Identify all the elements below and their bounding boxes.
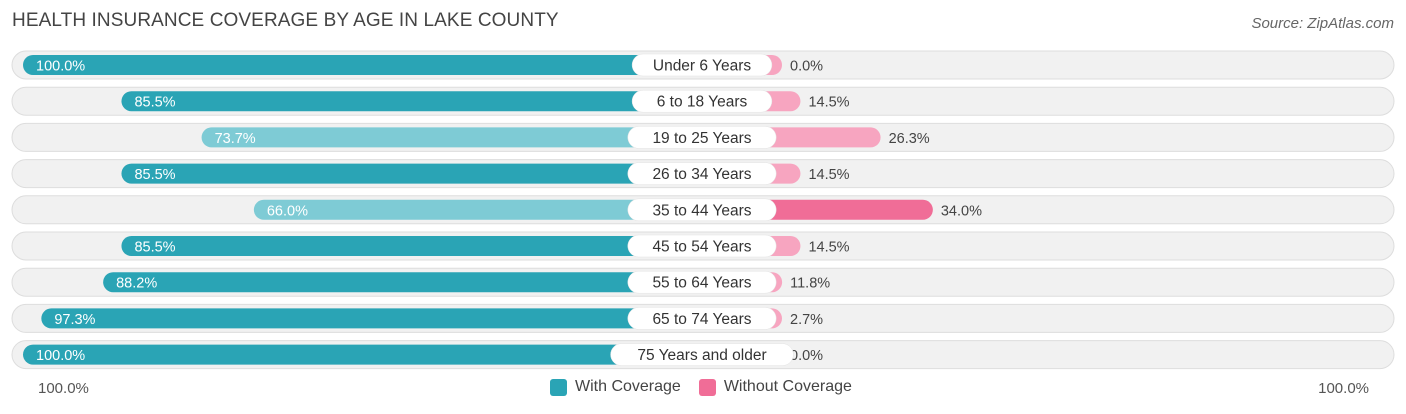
category-label: 45 to 54 Years: [652, 239, 751, 256]
with-coverage-bar: [201, 127, 702, 148]
legend-label-with-coverage: With Coverage: [575, 378, 681, 395]
with-coverage-bar: [23, 55, 702, 75]
without-coverage-value-label: 0.0%: [790, 59, 823, 75]
with-coverage-bar: [41, 308, 702, 329]
category-pill: [627, 234, 777, 258]
with-coverage-bar: [121, 91, 702, 112]
with-coverage-value-label: 85.5%: [134, 167, 175, 183]
legend-swatch-without-coverage: [698, 378, 716, 396]
category-pill: [627, 198, 777, 222]
category-label: 26 to 34 Years: [652, 166, 751, 183]
category-pill: [627, 126, 777, 149]
category-label: 75 Years and older: [637, 347, 766, 364]
without-coverage-value-label: 14.5%: [808, 167, 849, 183]
legend-item-without-coverage: Without Coverage: [698, 378, 852, 396]
category-pill: [627, 270, 777, 294]
category-pill: [610, 343, 794, 366]
category-pill: [631, 89, 773, 113]
category-label: Under 6 Years: [653, 58, 751, 75]
axis-right-label: 100.0%: [1318, 380, 1369, 397]
legend-item-with-coverage: With Coverage: [550, 378, 681, 396]
without-coverage-value-label: 0.0%: [790, 348, 823, 364]
chart-title: HEALTH INSURANCE COVERAGE BY AGE IN LAKE…: [12, 10, 559, 31]
without-coverage-value-label: 26.3%: [889, 131, 930, 147]
category-pill: [627, 307, 777, 330]
without-coverage-value-label: 14.5%: [808, 95, 849, 111]
without-coverage-value-label: 11.8%: [790, 276, 830, 292]
legend: With Coverage Without Coverage: [550, 378, 870, 396]
without-coverage-value-label: 34.0%: [941, 203, 982, 219]
with-coverage-bar: [23, 344, 702, 365]
with-coverage-value-label: 85.5%: [134, 95, 175, 111]
category-pill: [631, 53, 773, 77]
with-coverage-value-label: 97.3%: [54, 312, 95, 328]
category-label: 6 to 18 Years: [657, 94, 748, 111]
category-label: 65 to 74 Years: [652, 311, 751, 328]
with-coverage-value-label: 73.7%: [215, 131, 256, 147]
with-coverage-bar: [103, 272, 702, 293]
category-label: 19 to 25 Years: [652, 130, 751, 147]
without-coverage-value-label: 2.7%: [790, 312, 823, 328]
legend-swatch-with-coverage: [550, 378, 567, 396]
category-label: 35 to 44 Years: [652, 202, 751, 219]
axis-left-label: 100.0%: [38, 380, 89, 397]
with-coverage-value-label: 66.0%: [267, 203, 308, 219]
with-coverage-value-label: 85.5%: [134, 240, 175, 256]
without-coverage-value-label: 14.5%: [808, 240, 849, 256]
category-pill: [627, 162, 777, 185]
with-coverage-value-label: 100.0%: [36, 59, 85, 75]
with-coverage-bar: [121, 163, 702, 184]
with-coverage-bar: [253, 199, 703, 220]
source-label: Source: ZipAtlas.com: [1251, 15, 1394, 32]
with-coverage-value-label: 88.2%: [116, 276, 157, 292]
legend-label-without-coverage: Without Coverage: [723, 378, 852, 395]
with-coverage-value-label: 100.0%: [36, 348, 85, 364]
category-label: 55 to 64 Years: [652, 275, 751, 292]
with-coverage-bar: [121, 236, 702, 256]
